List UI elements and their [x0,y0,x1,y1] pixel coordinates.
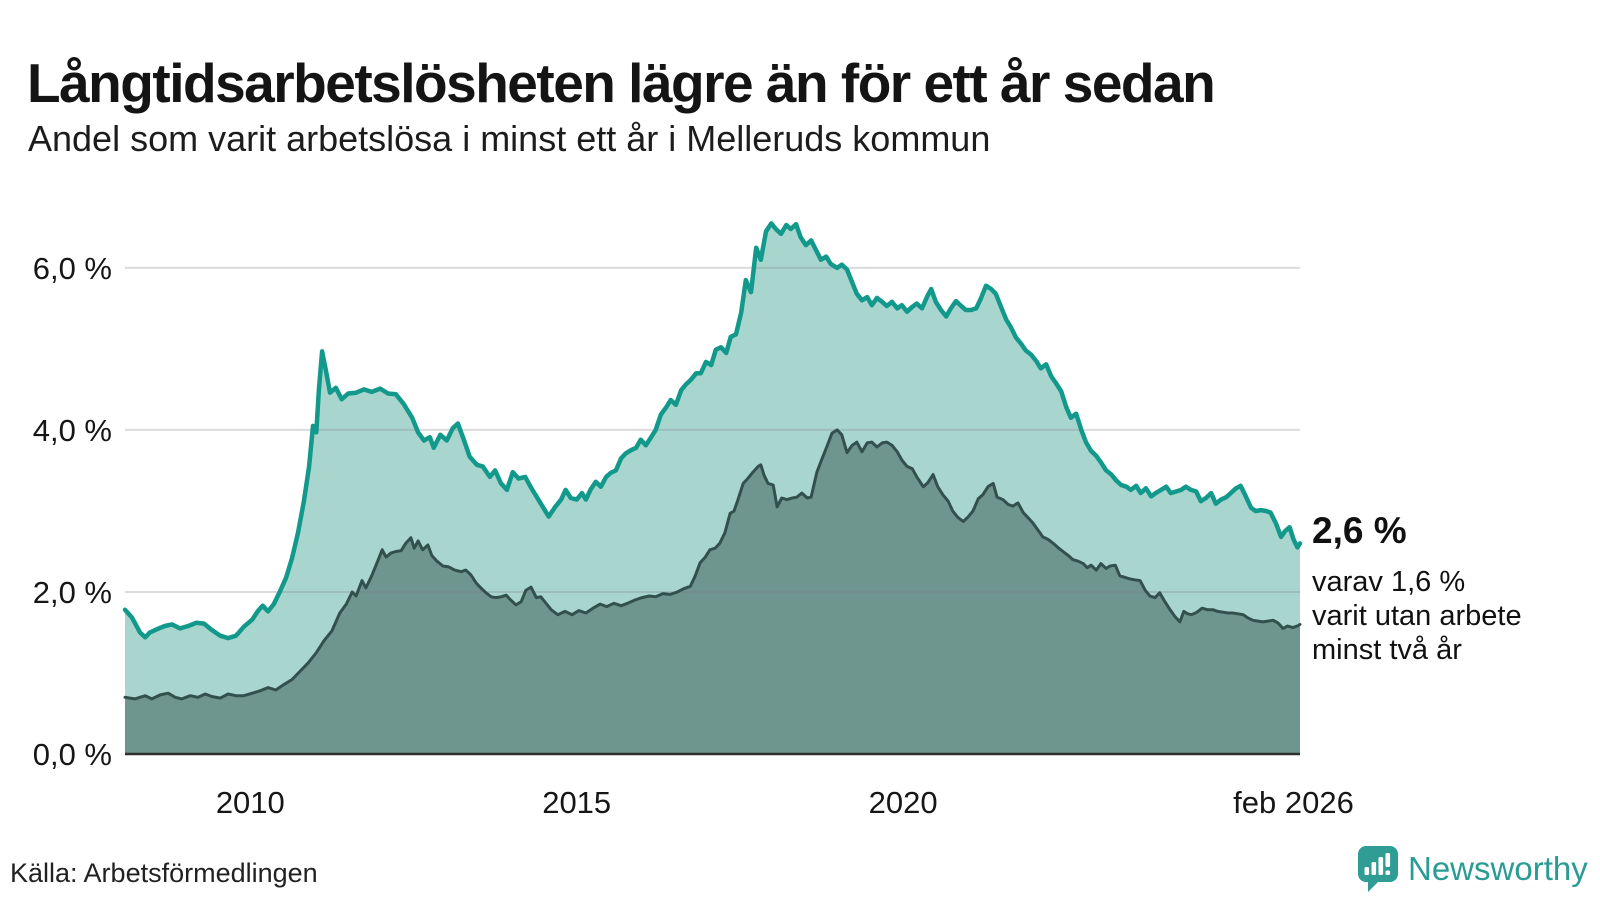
latest-value-annotation: 2,6 % varav 1,6 % varit utan arbete mins… [1312,512,1592,667]
series-area-1 [125,429,1300,754]
latest-value-label: 2,6 % [1312,510,1407,551]
annotation-line-1: varav 1,6 % [1312,566,1466,598]
newsworthy-speech-bubble-bar-chart-icon [1358,846,1398,892]
x-tick-label-3: feb 2026 [1233,785,1354,820]
x-tick-label-1: 2015 [542,785,611,820]
y-tick-label-2: 2,0 % [33,575,112,610]
annotation-line-2: varit utan arbete [1312,600,1522,632]
annotation-line-3: minst två år [1312,634,1462,666]
y-tick-label-4: 4,0 % [33,413,112,448]
x-tick-label-2: 2020 [869,785,938,820]
y-tick-label-0: 0,0 % [33,737,112,772]
newsworthy-wordmark: Newsworthy [1408,850,1588,887]
x-tick-label-0: 2010 [216,785,285,820]
chart-title: Långtidsarbetslösheten lägre än för ett … [27,51,1216,114]
newsworthy-logo[interactable]: Newsworthy [1358,846,1588,892]
latest-value-detail: varav 1,6 % varit utan arbete minst två … [1312,565,1592,667]
chart-subtitle: Andel som varit arbetslösa i minst ett å… [28,118,991,159]
series-line-0 [122,221,1303,641]
series-line-1 [123,428,1302,701]
source-note: Källa: Arbetsförmedlingen [10,858,318,888]
y-tick-label-6: 6,0 % [33,251,112,286]
